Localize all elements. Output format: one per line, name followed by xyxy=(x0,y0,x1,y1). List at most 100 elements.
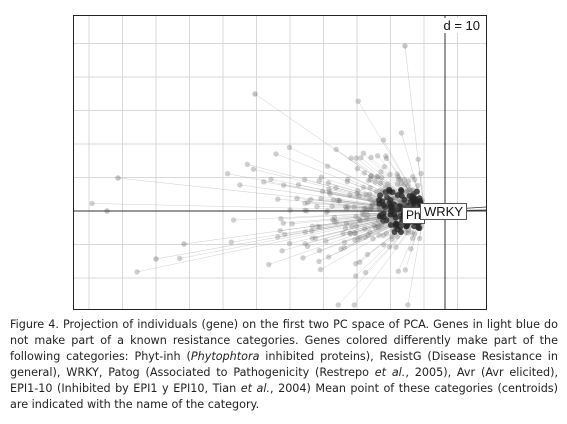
gene-point xyxy=(338,246,344,252)
gene-point xyxy=(316,178,322,184)
gene-point xyxy=(401,176,408,183)
gene-point xyxy=(359,211,365,217)
gene-point xyxy=(409,193,416,200)
gene-point xyxy=(352,237,358,243)
gene-point xyxy=(362,226,368,232)
gene-point xyxy=(323,238,329,244)
gene-point xyxy=(252,91,258,97)
gene-point xyxy=(317,223,323,230)
gene-point xyxy=(89,200,95,207)
gene-point xyxy=(355,187,361,194)
connector-line xyxy=(254,93,425,212)
gene-point xyxy=(410,173,416,180)
gene-point xyxy=(358,155,364,161)
gene-point xyxy=(329,203,335,210)
gene-point xyxy=(344,178,350,185)
gene-point xyxy=(275,234,281,240)
gene-point xyxy=(367,229,373,235)
caption-part-4: , 2004) Mean point of these categories (… xyxy=(10,382,558,411)
centroid-label-wrky: WRKY xyxy=(420,203,467,220)
gene-point xyxy=(324,163,331,169)
gene-point xyxy=(361,170,368,176)
gene-point xyxy=(389,217,395,224)
gene-point xyxy=(368,173,374,179)
gene-point xyxy=(280,220,287,226)
gene-point xyxy=(343,220,350,227)
gene-point xyxy=(394,233,400,240)
gene-point xyxy=(383,153,389,159)
gene-point xyxy=(319,188,326,195)
gene-point xyxy=(302,200,308,206)
gene-point xyxy=(375,218,382,224)
gene-point xyxy=(406,187,413,193)
gene-point xyxy=(394,192,401,199)
gene-point xyxy=(347,230,354,237)
gene-point xyxy=(395,176,402,182)
gene-point xyxy=(389,205,396,212)
gene-point xyxy=(376,224,382,231)
gene-point xyxy=(357,217,364,224)
gene-point xyxy=(415,182,421,189)
gene-point xyxy=(363,215,370,222)
caption-part-1: Figure 4. Projection of individuals (gen… xyxy=(10,318,558,363)
gene-point xyxy=(381,219,387,225)
gene-point xyxy=(409,235,416,241)
gene-point xyxy=(376,207,383,213)
gene-point xyxy=(412,177,418,183)
gene-point xyxy=(370,201,376,208)
gene-point xyxy=(353,223,360,229)
grid xyxy=(74,16,486,309)
gene-point xyxy=(403,189,410,195)
gene-point xyxy=(287,207,293,213)
connector-line xyxy=(404,45,425,212)
gene-point xyxy=(289,221,295,227)
gene-point xyxy=(309,235,316,242)
gene-point xyxy=(386,188,393,195)
gene-point xyxy=(374,153,381,159)
gene-point xyxy=(302,241,308,247)
gene-point xyxy=(329,216,336,223)
gene-point xyxy=(300,255,306,261)
gene-point xyxy=(340,230,346,237)
gene-point xyxy=(416,235,423,242)
figure-caption: Figure 4. Projection of individuals (gen… xyxy=(10,317,558,413)
gene-point xyxy=(394,205,400,211)
gene-point xyxy=(354,191,360,197)
gene-point xyxy=(395,173,401,180)
gene-point xyxy=(301,176,308,183)
gene-point xyxy=(309,223,316,230)
gene-point xyxy=(408,187,414,194)
gene-point xyxy=(314,223,321,230)
gene-point xyxy=(357,259,363,265)
gene-point xyxy=(351,302,357,308)
gene-point xyxy=(391,211,398,218)
gene-point xyxy=(230,217,237,223)
gene-point xyxy=(382,192,389,198)
gene-point xyxy=(362,205,369,212)
gene-point xyxy=(389,236,395,242)
gene-point xyxy=(302,207,308,213)
gene-point xyxy=(302,229,308,235)
gene-point xyxy=(336,197,342,204)
gene-point xyxy=(392,220,399,227)
gene-point xyxy=(348,155,354,161)
gene-point xyxy=(354,165,361,172)
gene-point xyxy=(376,205,383,212)
gene-point xyxy=(286,240,293,247)
connector-line xyxy=(268,210,425,265)
gene-point xyxy=(411,231,417,237)
gene-point xyxy=(368,206,374,212)
gene-point xyxy=(326,189,333,195)
gene-point xyxy=(397,229,404,236)
caption-italic-1: Phytophtora xyxy=(190,350,260,363)
gene-point xyxy=(402,43,408,49)
gene-point xyxy=(360,184,367,191)
gene-point xyxy=(396,197,403,204)
gene-point xyxy=(286,144,293,151)
gene-point xyxy=(377,187,383,193)
gene-point xyxy=(394,181,401,187)
gene-point xyxy=(368,203,374,210)
gene-point xyxy=(367,176,374,183)
gene-point xyxy=(387,197,394,204)
gene-point xyxy=(250,166,257,172)
